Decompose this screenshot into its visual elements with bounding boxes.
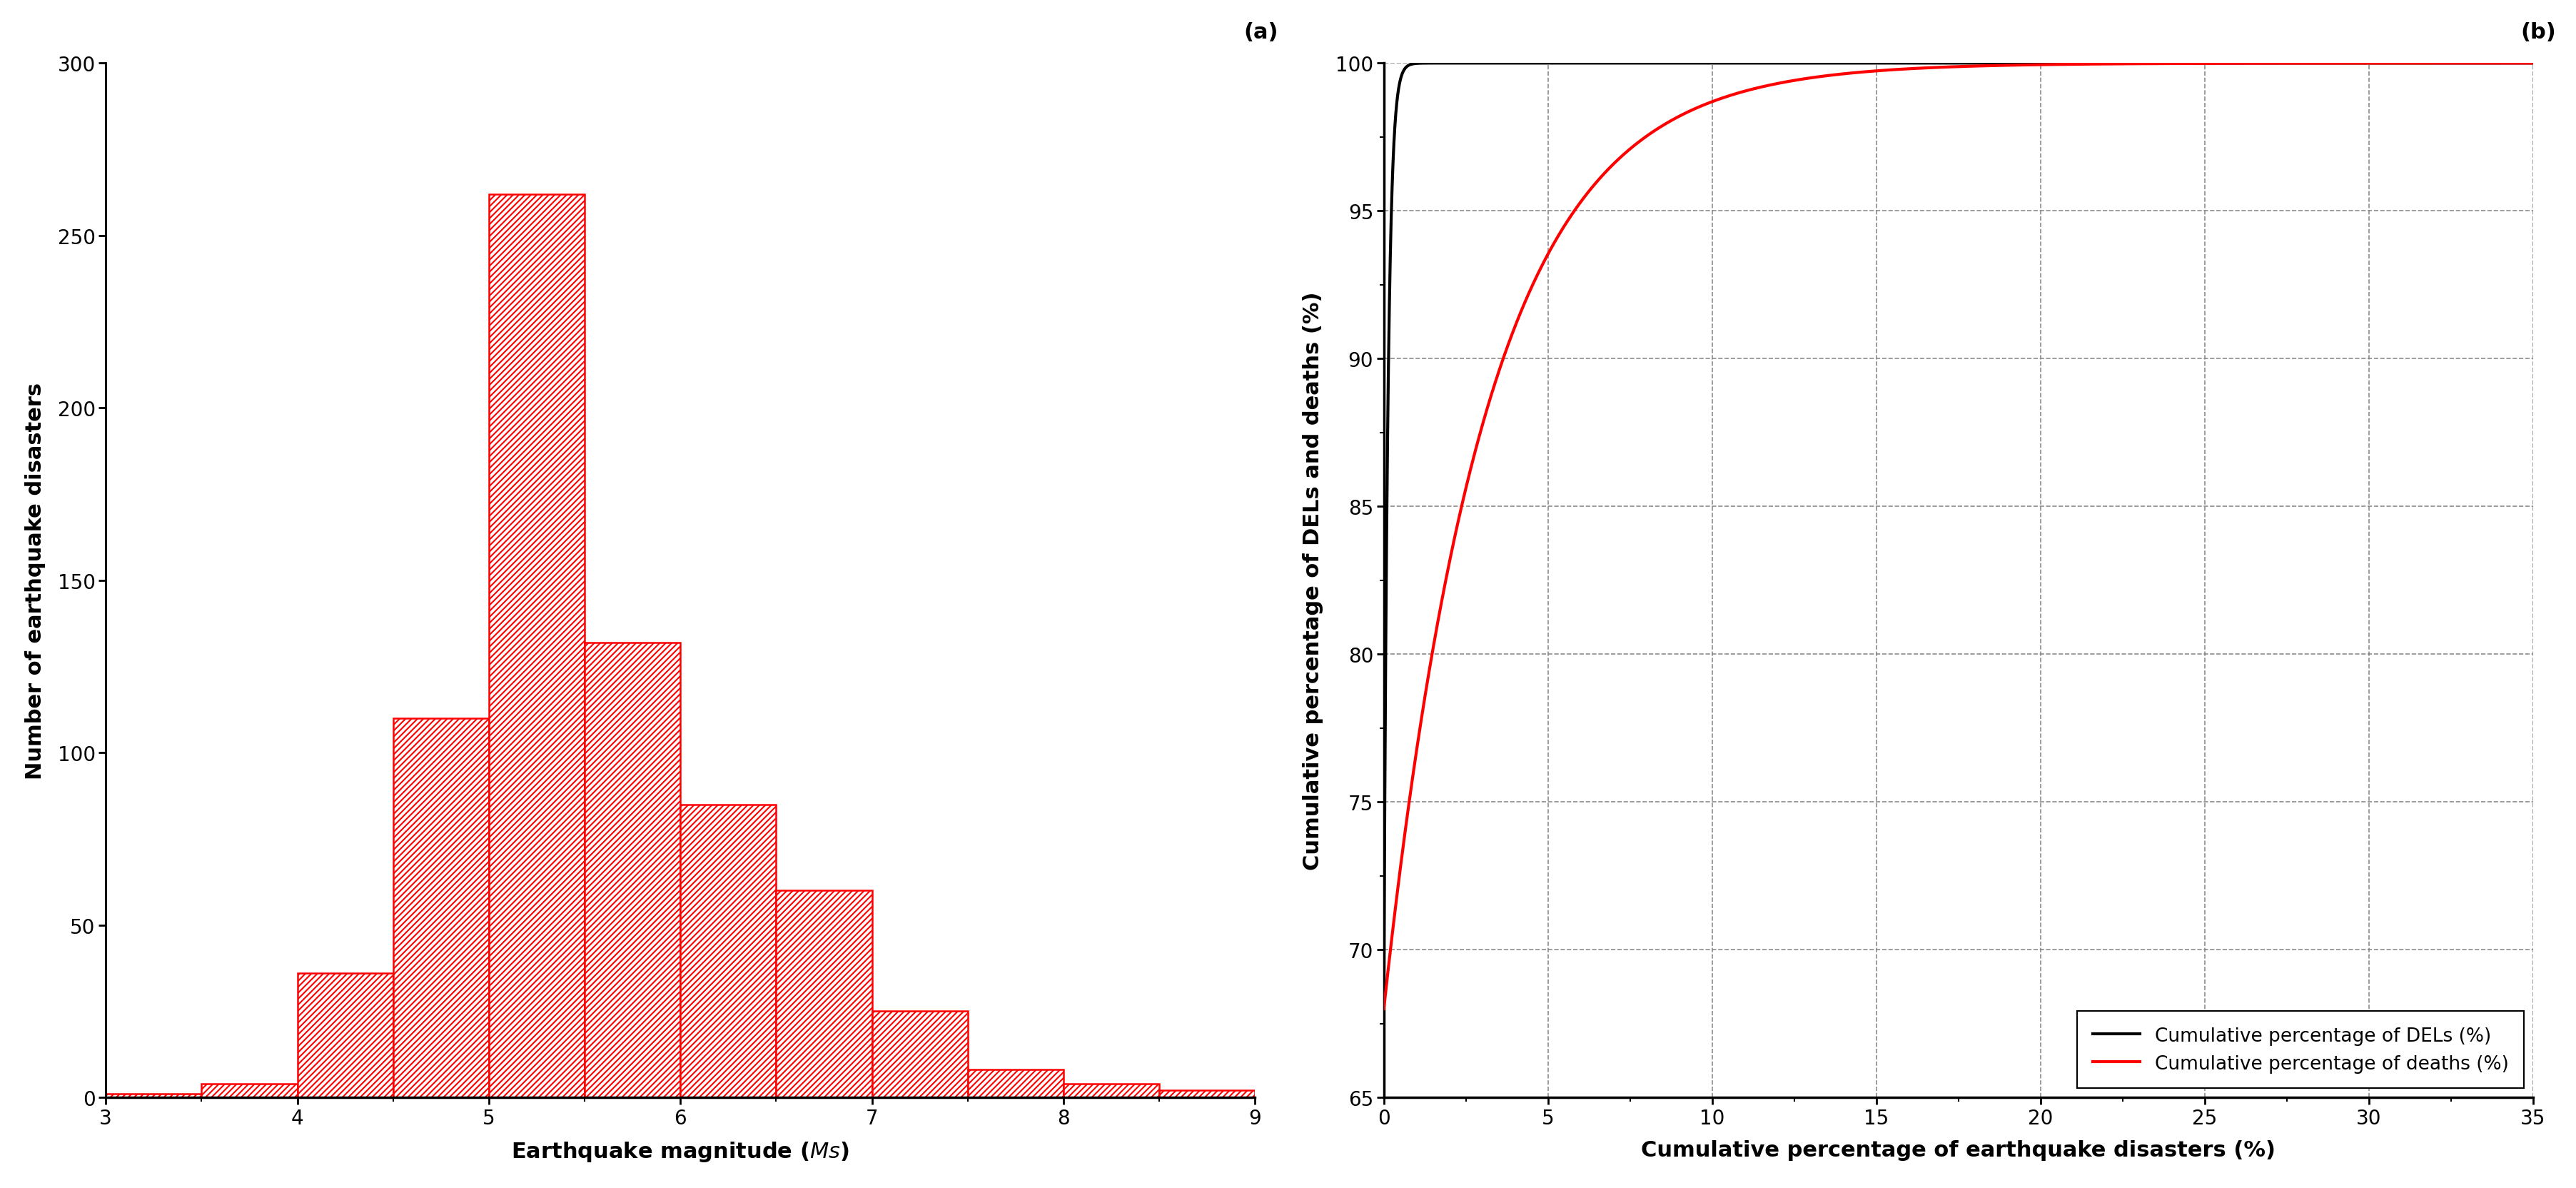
Bar — [775, 891, 871, 1098]
Line: Cumulative percentage of deaths (%): Cumulative percentage of deaths (%) — [1383, 64, 2532, 1009]
Cumulative percentage of deaths (%) — [1577, 181, 1607, 195]
Bar — [394, 719, 489, 1098]
Cumulative percentage of DELs (%) — [2313, 57, 2344, 71]
Cumulative percentage of DELs (%) — [2517, 57, 2548, 71]
Bar — [680, 804, 775, 1098]
Legend: Cumulative percentage of DELs (%), Cumulative percentage of deaths (%): Cumulative percentage of DELs (%), Cumul… — [2076, 1011, 2524, 1088]
Cumulative percentage of DELs (%) — [1808, 57, 1839, 71]
Line: Cumulative percentage of DELs (%): Cumulative percentage of DELs (%) — [1383, 64, 2532, 994]
Bar — [296, 973, 394, 1098]
Bar — [201, 1083, 296, 1098]
Cumulative percentage of deaths (%) — [2517, 57, 2548, 71]
Cumulative percentage of deaths (%) — [2313, 57, 2344, 71]
Cumulative percentage of DELs (%) — [2115, 57, 2146, 71]
Bar — [871, 1011, 969, 1098]
Cumulative percentage of DELs (%) — [2058, 57, 2089, 71]
Cumulative percentage of DELs (%) — [1577, 57, 1607, 71]
Cumulative percentage of deaths (%) — [2115, 57, 2146, 71]
Cumulative percentage of DELs (%) — [2226, 57, 2257, 71]
Bar — [489, 195, 585, 1098]
Bar — [1064, 1083, 1159, 1098]
Text: (a): (a) — [1244, 23, 1278, 43]
Text: (b): (b) — [2519, 23, 2555, 43]
Y-axis label: Cumulative percentage of DELs and deaths (%): Cumulative percentage of DELs and deaths… — [1303, 291, 1324, 870]
X-axis label: Earthquake magnitude ($Ms$): Earthquake magnitude ($Ms$) — [510, 1139, 850, 1163]
Cumulative percentage of deaths (%) — [2058, 58, 2089, 72]
Y-axis label: Number of earthquake disasters: Number of earthquake disasters — [26, 383, 46, 779]
Bar — [106, 1094, 201, 1098]
Bar — [1159, 1091, 1255, 1098]
Cumulative percentage of DELs (%) — [1517, 57, 1548, 71]
Cumulative percentage of deaths (%) — [1368, 1001, 1399, 1016]
X-axis label: Cumulative percentage of earthquake disasters (%): Cumulative percentage of earthquake disa… — [1641, 1139, 2275, 1161]
Bar — [585, 643, 680, 1098]
Bar — [969, 1070, 1064, 1098]
Cumulative percentage of deaths (%) — [2226, 57, 2257, 71]
Cumulative percentage of deaths (%) — [1808, 70, 1839, 84]
Cumulative percentage of DELs (%) — [1368, 987, 1399, 1001]
